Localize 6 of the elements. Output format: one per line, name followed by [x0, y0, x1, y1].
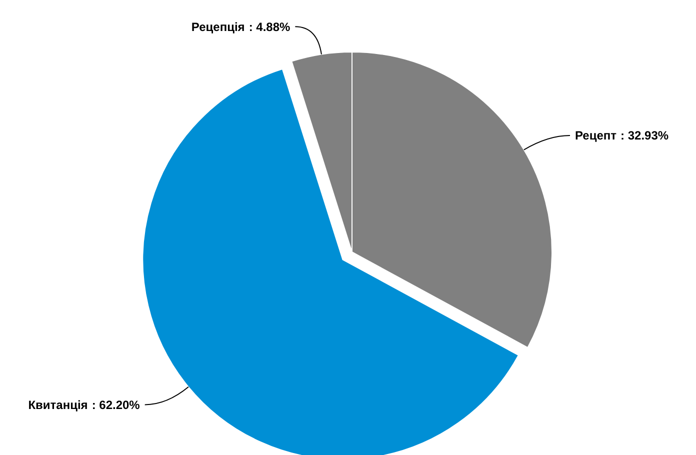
slice-label: Рецепція [191, 20, 245, 34]
data-label: : 4.88% [248, 20, 291, 34]
slice-label: Рецепт [574, 128, 617, 143]
data-label: : 62.20% [92, 398, 140, 412]
data-label: : 32.93% [620, 128, 669, 143]
slice-label: Квитанція [28, 398, 88, 412]
